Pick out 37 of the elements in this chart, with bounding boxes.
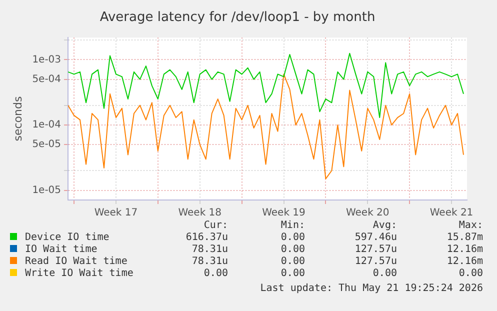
x-tick-label: Week 17 xyxy=(94,208,138,219)
x-tick-label: Week 18 xyxy=(178,208,222,219)
y-tick-label: 5e-04 xyxy=(32,74,62,85)
text: 0.00 xyxy=(458,268,483,280)
chart-title: Average latency for /dev/loop1 - by month xyxy=(100,10,376,26)
x-tick-label: Week 20 xyxy=(346,208,390,219)
text: Max: xyxy=(458,220,483,232)
text: 78.31u xyxy=(190,244,228,256)
x-tick-label: Week 21 xyxy=(430,208,474,219)
text: 78.31u xyxy=(190,256,228,268)
y-tick-label: 1e-03 xyxy=(32,54,62,66)
text: Min: xyxy=(280,220,305,232)
text: Cur: xyxy=(202,220,228,232)
legend-label: IO Wait time xyxy=(24,244,98,256)
legend-label: Write IO Wait time xyxy=(24,268,134,280)
y-tick-label: 5e-05 xyxy=(32,139,62,150)
legend-label: Read IO Wait time xyxy=(24,256,128,268)
text: 0.00 xyxy=(280,268,305,280)
x-tick-label: Week 19 xyxy=(262,208,306,219)
text: 15.87m xyxy=(446,232,483,244)
text: 0.00 xyxy=(202,268,228,280)
legend-label: Device IO time xyxy=(24,232,110,244)
text: Avg: xyxy=(372,220,397,232)
text: 0.00 xyxy=(372,268,397,280)
text: 616.37u xyxy=(184,232,228,244)
y-tick-label: 1e-05 xyxy=(32,184,62,196)
text: 0.00 xyxy=(280,232,305,244)
text: 12.16m xyxy=(446,256,483,268)
y-axis-title: seconds xyxy=(11,96,24,142)
text: 12.16m xyxy=(446,244,483,256)
text: 127.57u xyxy=(354,244,397,256)
text: 0.00 xyxy=(280,256,305,268)
text: 0.00 xyxy=(280,244,305,256)
text: 597.46u xyxy=(354,232,397,244)
text: Last update: Thu May 21 19:25:24 2026 xyxy=(260,283,483,294)
y-tick-label: 1e-04 xyxy=(32,120,62,131)
text: 127.57u xyxy=(354,256,397,268)
